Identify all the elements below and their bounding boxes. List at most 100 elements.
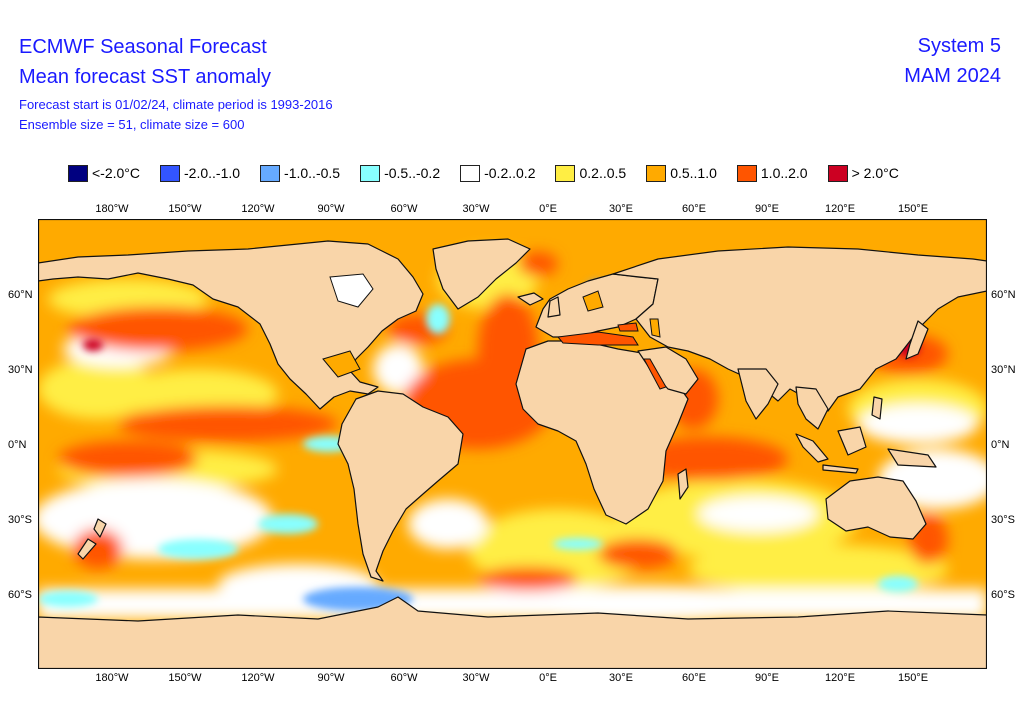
color-legend: <-2.0°C -2.0..-1.0 -1.0..-0.5 -0.5..-0.2 -0.… — [68, 163, 919, 183]
longitude-label: 30°W — [462, 203, 490, 215]
map-title: ECMWF Seasonal Forecast — [19, 36, 267, 58]
longitude-label: 60°W — [390, 672, 418, 684]
land-madagascar — [677, 468, 689, 500]
legend-item: -1.0..-0.5 — [260, 164, 341, 182]
land-british-isles — [547, 296, 561, 318]
latitude-label: 0°N — [991, 439, 1010, 451]
latitude-label: 30°N — [991, 364, 1016, 376]
legend-item: <-2.0°C — [68, 164, 141, 182]
land-indochina — [795, 386, 829, 430]
forecast-start-info: Forecast start is 01/02/24, climate peri… — [19, 97, 333, 112]
longitude-label: 120°W — [241, 672, 275, 684]
latitude-label: 60°N — [8, 289, 33, 301]
land-new-zealand-s — [77, 538, 97, 560]
longitude-label: 60°E — [682, 203, 706, 215]
longitude-label: 60°E — [682, 672, 706, 684]
inland-seas — [322, 273, 667, 390]
legend-item: 0.2..0.5 — [555, 164, 627, 182]
longitude-label: 30°W — [462, 672, 490, 684]
hudson-bay — [329, 273, 374, 308]
anomaly-patch — [598, 539, 678, 569]
legend-label: -1.0..-0.5 — [284, 165, 341, 181]
land-india — [737, 368, 779, 420]
land-africa — [515, 340, 689, 525]
latitude-label: 30°N — [8, 364, 33, 376]
land-masses — [38, 238, 987, 669]
legend-item: 1.0..2.0 — [736, 164, 808, 182]
anomaly-patch — [38, 591, 98, 607]
map-frame — [38, 219, 987, 669]
legend-item: -0.5..-0.2 — [360, 164, 441, 182]
anomaly-patch — [478, 586, 798, 622]
longitude-label: 0°E — [539, 203, 557, 215]
legend-label: -2.0..-1.0 — [184, 165, 241, 181]
longitude-label: 60°W — [390, 203, 418, 215]
legend-label: 1.0..2.0 — [760, 165, 808, 181]
longitude-label: 120°W — [241, 203, 275, 215]
latitude-label: 30°S — [991, 514, 1015, 526]
system-label: System 5 — [917, 35, 1001, 57]
anomaly-patch — [118, 406, 338, 442]
legend-item: -2.0..-1.0 — [160, 164, 241, 182]
longitude-label: 150°W — [168, 203, 202, 215]
map-subtitle: Mean forecast SST anomaly — [19, 66, 271, 88]
legend-swatch — [260, 164, 281, 182]
legend-swatch — [827, 164, 848, 182]
longitude-label: 150°E — [897, 203, 929, 215]
anomaly-patch — [83, 339, 103, 351]
legend-label: 0.5..1.0 — [670, 165, 717, 181]
longitude-label: 180°W — [95, 203, 129, 215]
latitude-label: 30°S — [8, 514, 32, 526]
land-new-guinea — [887, 448, 937, 468]
anomaly-patch — [628, 437, 788, 481]
legend-item: > 2.0°C — [827, 164, 899, 182]
longitude-label: 0°E — [539, 672, 557, 684]
legend-label: 0.2..0.5 — [579, 165, 627, 181]
land-australia — [825, 476, 927, 540]
caspian-sea — [649, 318, 661, 338]
longitude-label: 30°E — [609, 672, 633, 684]
land-sumatra — [795, 433, 829, 463]
land-java — [822, 464, 859, 474]
longitude-label: 180°W — [95, 672, 129, 684]
ensemble-size-info: Ensemble size = 51, climate size = 600 — [19, 117, 245, 132]
anomaly-patch — [878, 576, 918, 592]
land-japan — [905, 320, 929, 360]
land-iceland — [517, 292, 544, 306]
anomaly-patch — [68, 307, 248, 351]
black-sea — [617, 322, 639, 332]
anomaly-patch — [158, 539, 238, 559]
longitude-label: 120°E — [824, 672, 856, 684]
gulf-of-mexico — [322, 350, 361, 378]
longitude-label: 30°E — [609, 203, 633, 215]
longitude-label: 90°W — [317, 203, 345, 215]
anomaly-patch — [478, 567, 578, 591]
latitude-label: 60°S — [8, 589, 32, 601]
anomaly-patch — [858, 404, 978, 444]
land-south-america — [337, 390, 464, 582]
sst-anomaly-map — [38, 219, 987, 669]
land-asia — [612, 246, 987, 412]
longitude-label: 90°E — [755, 203, 779, 215]
baltic-sea — [582, 290, 604, 312]
anomaly-patch — [518, 252, 558, 276]
legend-label: > 2.0°C — [851, 165, 899, 181]
legend-item: 0.5..1.0 — [646, 164, 717, 182]
longitude-label: 90°W — [317, 672, 345, 684]
anomaly-patch — [553, 538, 603, 550]
latitude-label: 60°S — [991, 589, 1015, 601]
longitude-label: 150°E — [897, 672, 929, 684]
land-borneo — [837, 426, 867, 456]
longitude-label: 120°E — [824, 203, 856, 215]
legend-item: -0.2..0.2 — [460, 164, 536, 182]
legend-label: -0.2..0.2 — [484, 165, 536, 181]
land-philippines — [871, 396, 883, 420]
anomaly-patch — [408, 499, 488, 549]
land-greenland — [432, 238, 531, 310]
land-antarctica — [38, 596, 987, 669]
legend-label: <-2.0°C — [92, 165, 141, 181]
legend-label: -0.5..-0.2 — [384, 165, 441, 181]
legend-swatch — [360, 164, 381, 182]
anomaly-patch — [426, 304, 450, 334]
longitude-label: 90°E — [755, 672, 779, 684]
